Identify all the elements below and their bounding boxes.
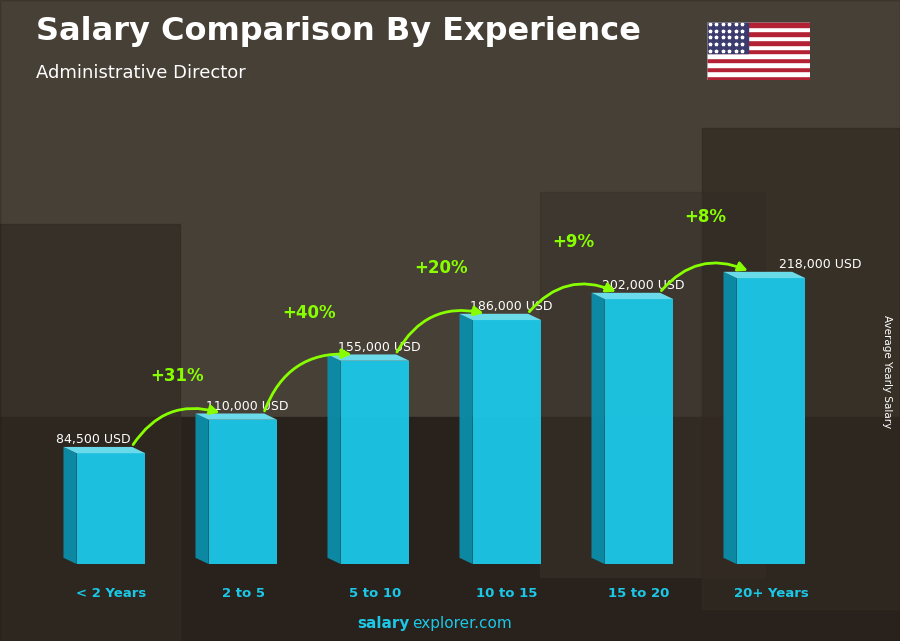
Text: 10 to 15: 10 to 15 bbox=[476, 587, 537, 600]
Bar bbox=[706, 27, 810, 31]
Polygon shape bbox=[460, 314, 473, 564]
Bar bbox=[706, 53, 810, 58]
Bar bbox=[540, 192, 765, 577]
Bar bbox=[0, 417, 900, 641]
Text: 5 to 10: 5 to 10 bbox=[349, 587, 401, 600]
Polygon shape bbox=[195, 413, 209, 564]
Polygon shape bbox=[195, 413, 277, 420]
Bar bbox=[706, 22, 748, 53]
Polygon shape bbox=[341, 361, 410, 564]
Text: +40%: +40% bbox=[283, 304, 336, 322]
Bar bbox=[706, 58, 810, 62]
Bar bbox=[706, 49, 810, 53]
Text: +8%: +8% bbox=[684, 208, 726, 226]
Bar bbox=[706, 62, 810, 67]
Text: 186,000 USD: 186,000 USD bbox=[470, 300, 553, 313]
Polygon shape bbox=[724, 272, 737, 564]
Bar bbox=[706, 36, 810, 40]
Polygon shape bbox=[724, 272, 806, 278]
Text: +20%: +20% bbox=[414, 258, 468, 277]
Polygon shape bbox=[328, 354, 410, 361]
Polygon shape bbox=[328, 354, 341, 564]
Text: 110,000 USD: 110,000 USD bbox=[206, 399, 289, 413]
Polygon shape bbox=[591, 293, 673, 299]
Text: 15 to 20: 15 to 20 bbox=[608, 587, 670, 600]
Polygon shape bbox=[460, 314, 541, 320]
Bar bbox=[0, 0, 900, 417]
Text: salary: salary bbox=[357, 617, 410, 631]
Polygon shape bbox=[591, 293, 605, 564]
Polygon shape bbox=[472, 320, 541, 564]
Bar bbox=[706, 22, 810, 27]
Bar bbox=[702, 128, 900, 609]
Polygon shape bbox=[64, 447, 145, 453]
Polygon shape bbox=[76, 453, 145, 564]
Text: Average Yearly Salary: Average Yearly Salary bbox=[881, 315, 892, 428]
Polygon shape bbox=[64, 447, 76, 564]
Bar bbox=[706, 71, 810, 76]
Bar bbox=[0, 224, 180, 641]
Bar bbox=[706, 45, 810, 49]
Bar bbox=[706, 31, 810, 36]
Bar bbox=[706, 40, 810, 45]
Text: 202,000 USD: 202,000 USD bbox=[602, 279, 685, 292]
Bar bbox=[706, 67, 810, 71]
Bar bbox=[706, 76, 810, 80]
Polygon shape bbox=[209, 420, 277, 564]
Text: +9%: +9% bbox=[552, 233, 594, 251]
Text: < 2 Years: < 2 Years bbox=[76, 587, 146, 600]
Text: 218,000 USD: 218,000 USD bbox=[778, 258, 861, 271]
Text: 155,000 USD: 155,000 USD bbox=[338, 340, 420, 354]
Text: 84,500 USD: 84,500 USD bbox=[56, 433, 130, 446]
Text: 20+ Years: 20+ Years bbox=[734, 587, 808, 600]
Text: 2 to 5: 2 to 5 bbox=[221, 587, 265, 600]
Text: Salary Comparison By Experience: Salary Comparison By Experience bbox=[36, 16, 641, 47]
Text: +31%: +31% bbox=[150, 367, 203, 385]
Polygon shape bbox=[737, 278, 806, 564]
Polygon shape bbox=[605, 299, 673, 564]
Text: explorer.com: explorer.com bbox=[412, 617, 512, 631]
Text: Administrative Director: Administrative Director bbox=[36, 64, 246, 82]
